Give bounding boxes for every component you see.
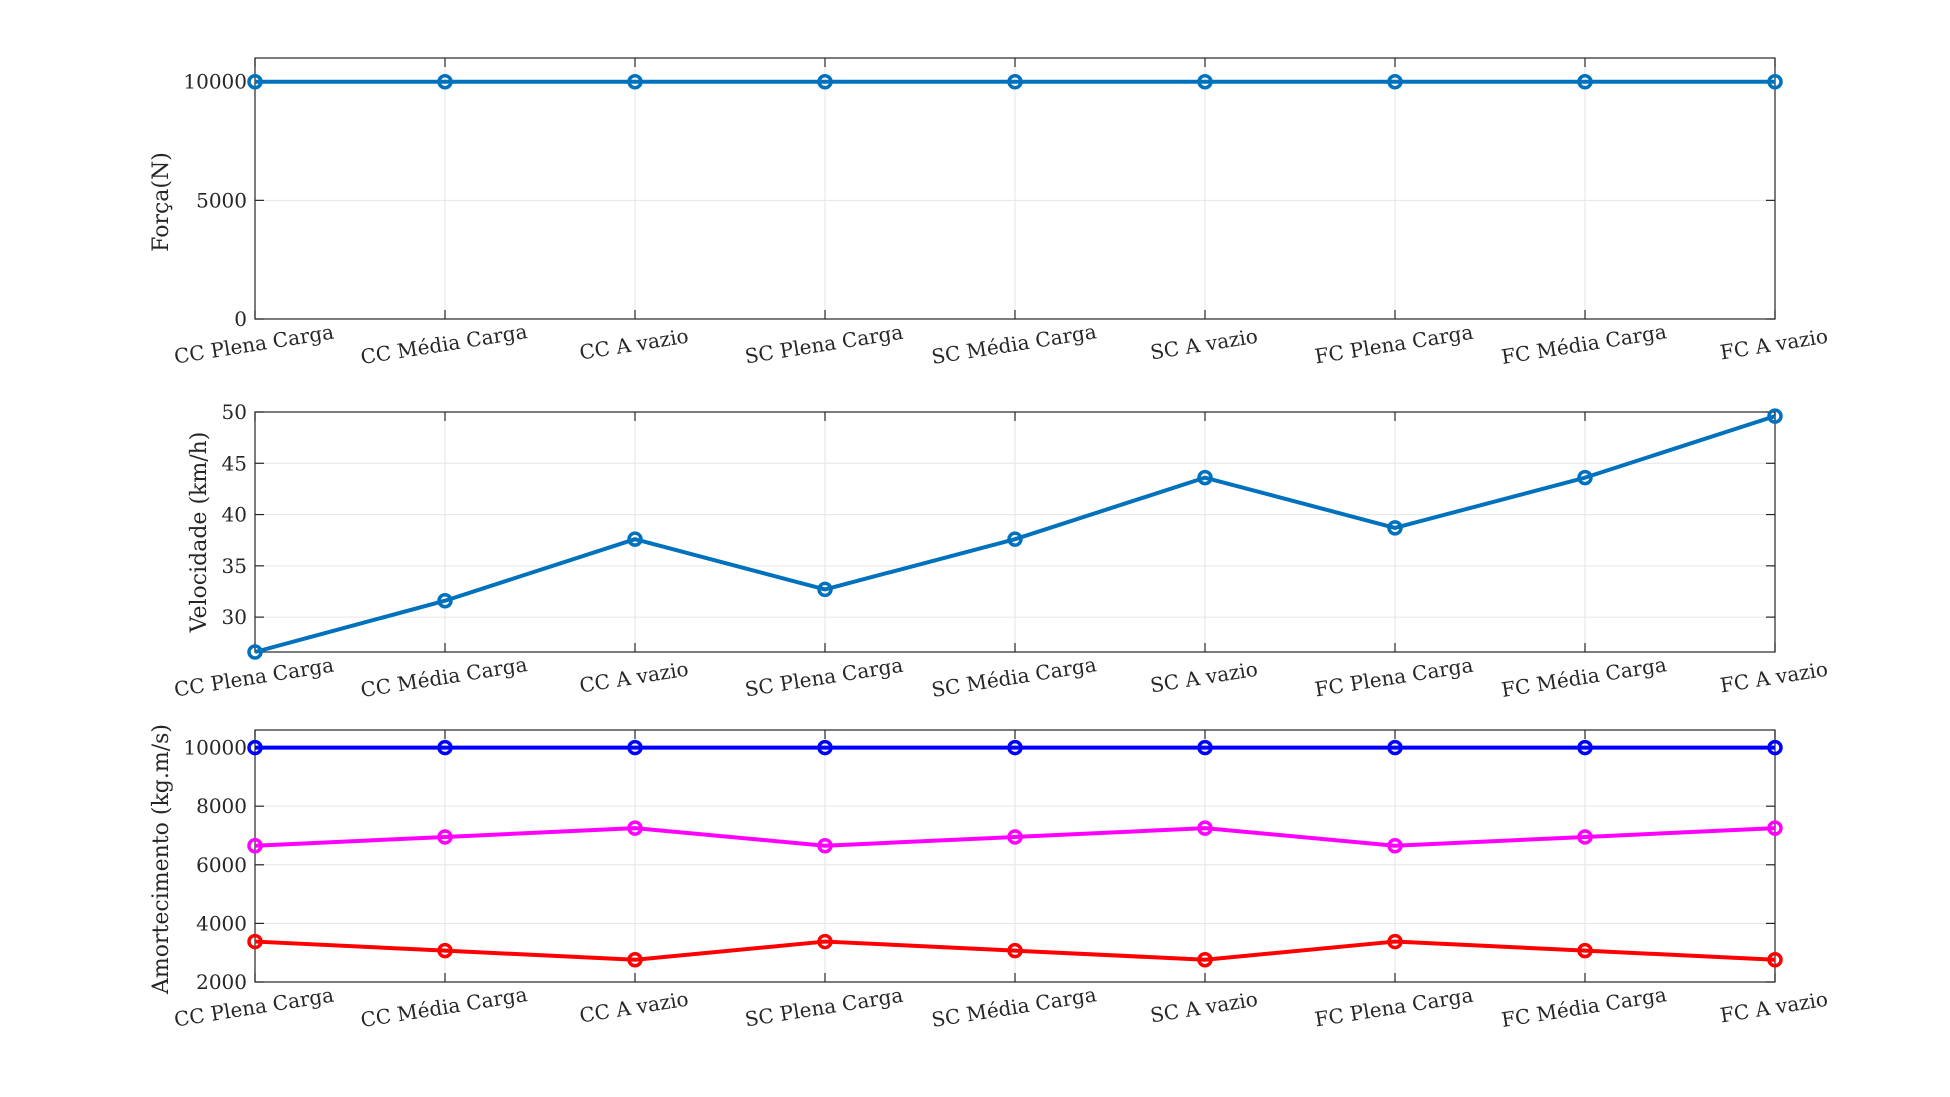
damping-series-1-point <box>817 837 833 854</box>
damping-series-0-point <box>817 739 833 756</box>
damping-series-1-line <box>254 826 1776 848</box>
damping-series-0-point <box>627 739 643 756</box>
velocity-y-tick-label: 40 <box>222 503 247 527</box>
damping-series-0-point <box>1007 739 1023 756</box>
velocity-series-0-point <box>627 531 643 547</box>
damping-series-2-point <box>1007 942 1023 959</box>
velocity-series-0-point <box>1767 408 1783 424</box>
force-series-0-point <box>1577 73 1593 90</box>
damping-series-1-point <box>1007 829 1023 845</box>
damping-y-tick-label: 2000 <box>196 970 247 994</box>
velocity-series-0-point <box>817 581 833 598</box>
force-series-0-point <box>817 73 833 90</box>
velocity-y-tick-label: 35 <box>222 554 247 578</box>
velocity-y-tick-label: 50 <box>222 400 247 424</box>
damping-series-1-point <box>1577 829 1593 845</box>
force-y-tick-label: 5000 <box>196 188 247 212</box>
damping-series-2-point <box>1387 933 1403 950</box>
velocity-y-axis-label: Velocidade (km/h) <box>187 432 212 634</box>
velocity-series-0-point <box>437 592 453 609</box>
damping-y-tick-label: 4000 <box>196 911 247 935</box>
velocity-series-0-line <box>254 414 1776 654</box>
damping-series-2-point <box>627 951 643 968</box>
velocity-series-0-point <box>1577 469 1593 486</box>
damping-y-tick-label: 8000 <box>196 794 247 818</box>
force-y-tick-label: 0 <box>234 307 247 331</box>
damping-series-1-point <box>1387 837 1403 854</box>
damping-series-2-point <box>437 942 453 959</box>
velocity-series-0-point <box>247 644 263 660</box>
force-series-0-point <box>437 73 453 90</box>
damping-y-tick-label: 6000 <box>196 853 247 877</box>
force-series-0-point <box>1767 73 1783 90</box>
force-series-0-point <box>1387 73 1403 90</box>
force-y-axis-label: Força(N) <box>149 152 174 252</box>
damping-series-2-point <box>1577 942 1593 959</box>
force-series-0-point <box>247 73 263 90</box>
force-series-0-point <box>1197 73 1213 90</box>
velocity-y-tick-label: 45 <box>222 451 247 475</box>
damping-series-1-point <box>247 837 263 854</box>
force-series-0-point <box>627 73 643 90</box>
damping-series-0-point <box>1577 739 1593 756</box>
damping-series-2-point <box>1197 951 1213 968</box>
force-chart-panel: Força(N) CC Plena Carga CC Média Carga CC … <box>149 57 1829 369</box>
velocity-y-tick-label: 30 <box>222 605 247 629</box>
damping-series-1-point <box>1197 820 1213 836</box>
damping-series-2-line <box>254 939 1776 962</box>
damping-y-tick-label: 10000 <box>183 736 247 760</box>
force-series-0-point <box>1007 73 1023 90</box>
damping-series-1-point <box>437 829 453 845</box>
damping-series-1-point <box>1767 820 1783 836</box>
damping-series-1-point <box>627 820 643 836</box>
damping-series-2-point <box>247 933 263 950</box>
force-y-tick-label: 10000 <box>183 70 247 94</box>
damping-series-0-point <box>1197 739 1213 756</box>
damping-y-axis-label: Amortecimento (kg.m/s) <box>149 724 174 995</box>
velocity-series-0-point <box>1197 469 1213 486</box>
velocity-series-0-point <box>1007 531 1023 547</box>
damping-series-0-point <box>1767 739 1783 756</box>
velocity-series-0-point <box>1387 520 1403 536</box>
damping-series-2-point <box>1767 951 1783 968</box>
damping-series-0-point <box>1387 739 1403 756</box>
damping-series-0-point <box>437 739 453 756</box>
damping-series-0-point <box>247 739 263 756</box>
damping-series-2-point <box>817 933 833 950</box>
